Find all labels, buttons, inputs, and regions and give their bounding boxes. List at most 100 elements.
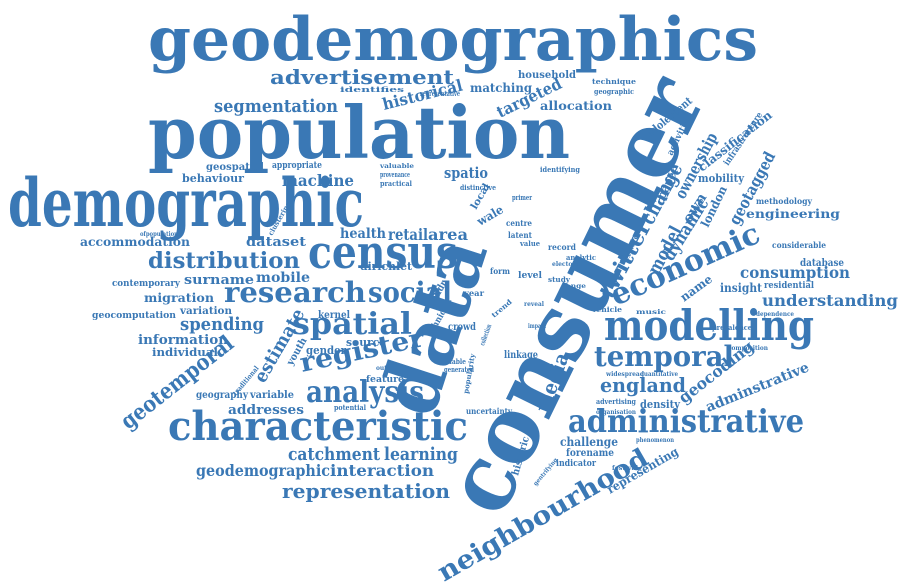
word-representation: representation [282,479,450,503]
word-administrative: administrative [568,402,804,440]
word-temporal: temporal [594,340,734,373]
word-census: census [308,225,458,279]
word-electoral: music [636,309,667,316]
word-information: information [138,333,229,348]
word-organisation: organisation [596,409,637,416]
word-kernel: kernel [318,310,350,321]
word-database: database [800,258,844,269]
word-individual: individual [152,346,218,359]
word-advertisement: advertisement [270,65,455,89]
word-spatio: spatio [444,164,488,182]
word-quantitative: quantitative [640,371,678,378]
word-geospatial: geospatial [206,162,264,173]
word-year: year [463,288,485,298]
word-available: generated [444,365,474,374]
word-generated: potential [334,403,366,412]
word-potential: vehicle [591,305,623,314]
word-level: level [518,271,543,281]
word-variation: variation [179,306,233,317]
word-identifies: practical [380,179,412,188]
word-learning: learning [384,444,458,465]
word-geodemographics: geodemographics [148,5,758,75]
word-demographic: demographic [8,164,364,242]
word-centre: centre [506,218,532,228]
word-valuable: available [436,357,466,366]
word-behaviour: behaviour [182,172,244,185]
word-segmentation: segmentation [214,96,338,117]
word-addresses: addresses [228,403,304,418]
word-research: research [224,276,366,309]
word-vehicle: range [562,283,586,290]
word-uncertainty: uncertainty [466,406,512,416]
word-mobility: mobility [698,172,745,185]
word-appropriate: appropriate [272,161,322,171]
word-source: source [346,336,386,349]
word-form: form [490,266,510,276]
word-prevalence: prevalence [712,323,753,332]
word-geographic: representative [420,89,460,98]
word-spending: spending [180,314,264,335]
word-density: density [640,398,681,411]
word-household: household [518,70,576,81]
word-widespread: widespread [605,371,645,378]
word-practical: provenance [380,170,410,179]
word-value: value [519,239,540,248]
word-advertising: advertising [596,397,636,406]
word-electoral: electoral [552,261,582,268]
word-distinctive: identifying [540,165,580,174]
word-social: social [368,276,452,309]
word-festival: festival [612,465,639,472]
word-latent: latent [508,230,532,240]
word-primer: primer [512,193,532,202]
word-engineering: engineering [746,207,841,221]
word-indicator: indicator [556,459,596,469]
word-considerable: considerable [772,240,826,250]
word-record: record [548,242,576,252]
word-matching: matching [470,81,533,95]
word-composition: composition [728,345,769,352]
word-interaction: interaction [330,461,434,480]
word-residential: residential [764,281,815,291]
word-representative: identifies [340,85,404,94]
word-popularity: distinctive [460,183,496,192]
word-forename: forename [566,448,614,459]
word-provenance: valuable [379,163,414,170]
word-dataset: dataset [246,235,306,250]
word-linkage: linkage [504,350,538,361]
word-england: england [600,373,686,397]
word-consumption: consumption [740,263,850,282]
word-music: impact [528,323,546,330]
word-accommodation: accommodation [80,235,190,249]
word-challenge: challenge [560,435,618,449]
word-study: study [548,275,571,284]
word-feature: feature [366,375,404,385]
word-variable: variable [249,390,294,401]
word-crowd: crowd [448,322,476,333]
word-population: population [148,90,570,175]
word-outdoor: outdoor [376,365,403,372]
word-mobile: mobile [256,270,310,286]
word-geodemographic: geodemographic [196,461,330,480]
word-technique: geographic [594,87,634,96]
word-machine: machine [282,171,354,190]
word-identifying: technique [592,77,637,86]
word-insight: insight [720,281,762,295]
word-understanding: understanding [762,291,898,310]
word-gender: gender [306,344,346,357]
word-dependence: dependence [756,311,794,318]
word-geocomputation: geocomputation [92,311,176,321]
word-allocation: allocation [540,99,612,113]
word-retail: retail [388,225,428,244]
word-area: area [428,225,468,244]
word-contemporary: contemporary [112,279,181,289]
word-surname: surname [184,273,254,288]
word-characteristic: characteristic [168,403,468,450]
word-geography: geography [196,390,249,401]
word-catchment: catchment [288,444,381,465]
word-dirichlet: dirichlet [360,260,413,273]
word-migration: migration [144,291,214,305]
word-phenomenon: phenomenon [636,437,675,444]
word-spatial: spatial [292,307,412,342]
